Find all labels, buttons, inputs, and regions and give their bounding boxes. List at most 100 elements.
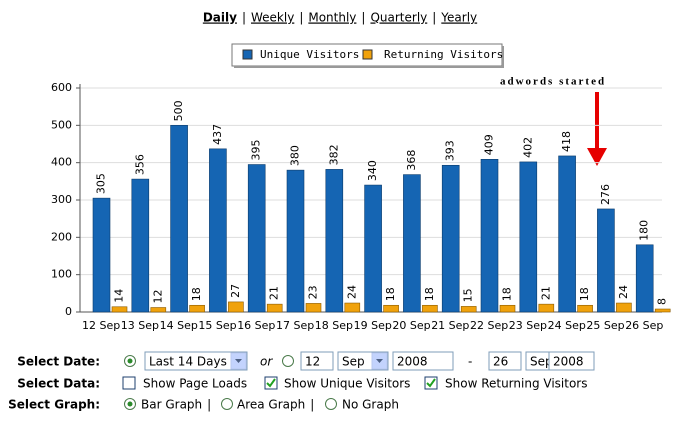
value-label: 368: [405, 150, 418, 171]
x-tick-label: 17 Sep: [276, 319, 314, 332]
bar: [170, 125, 188, 313]
nav-separator: |: [432, 11, 436, 25]
radio-label: No Graph: [342, 398, 399, 412]
nav-link[interactable]: Monthly: [308, 11, 356, 25]
bar: [150, 307, 167, 313]
value-label: 418: [560, 131, 573, 152]
x-tick-label: 26 Sep: [625, 319, 663, 332]
nav-separator: |: [361, 11, 365, 25]
bar: [577, 304, 593, 313]
bar: [305, 303, 322, 313]
value-label: 402: [521, 137, 534, 158]
radio-dot: [127, 358, 133, 364]
radio-dot: [127, 401, 133, 407]
x-tick-label: 25 Sep: [586, 319, 624, 332]
checkbox[interactable]: [122, 376, 136, 390]
text-input[interactable]: [548, 351, 595, 371]
bar: [616, 302, 632, 313]
bar: [286, 169, 305, 313]
bar: [383, 304, 399, 313]
x-tick-label: 15 Sep: [198, 319, 236, 332]
field-value: 2008: [397, 355, 428, 369]
bar: [344, 302, 361, 313]
value-label: 18: [190, 287, 203, 301]
bar: [209, 148, 227, 313]
bar: [519, 161, 538, 313]
bar: [558, 155, 576, 313]
x-tick-label: 13 Sep: [121, 319, 159, 332]
value-label: 356: [133, 154, 146, 175]
bar: [247, 164, 266, 313]
legend-label: Returning Visitors: [384, 48, 503, 61]
bar: [325, 169, 344, 313]
value-label: 437: [211, 124, 224, 145]
bar: [131, 178, 150, 313]
checkbox-label: Show Unique Visitors: [284, 377, 410, 391]
y-tick-label: 400: [51, 156, 72, 169]
value-label: 18: [423, 287, 436, 301]
x-tick-label: 22 Sep: [470, 319, 508, 332]
x-tick-label: 19 Sep: [354, 319, 392, 332]
value-label: 14: [113, 289, 126, 303]
value-label: 393: [444, 140, 457, 161]
bar: [111, 306, 128, 313]
x-tick-label: 18 Sep: [315, 319, 353, 332]
bar: [538, 303, 555, 313]
text-input[interactable]: [488, 351, 522, 371]
bar: [499, 304, 516, 313]
value-label: 382: [327, 144, 340, 165]
value-label: 18: [384, 287, 397, 301]
x-tick-label: 12 Sep: [82, 319, 120, 332]
x-tick-label: 14 Sep: [160, 319, 198, 332]
radio-label: Bar Graph: [141, 398, 202, 412]
bar: [403, 174, 421, 313]
value-label: 21: [268, 286, 281, 300]
dropdown-arrow: [235, 359, 242, 363]
bar: [460, 306, 477, 313]
control-label: Select Date:: [17, 355, 100, 369]
control-label: Select Graph:: [8, 398, 100, 412]
separator: |: [310, 398, 314, 412]
nav-separator: |: [299, 11, 303, 25]
checkbox-label: Show Returning Visitors: [445, 377, 587, 391]
legend-shadow: [234, 66, 504, 68]
legend-shadow: [502, 46, 504, 68]
value-label: 18: [578, 287, 591, 301]
value-label: 180: [638, 220, 651, 241]
value-label: 15: [462, 288, 475, 302]
field-value: 12: [305, 355, 320, 369]
nav-separator: |: [242, 11, 246, 25]
bar: [266, 303, 283, 313]
bar: [441, 164, 460, 313]
radio[interactable]: [221, 398, 233, 410]
nav-link[interactable]: Weekly: [251, 11, 294, 25]
bar: [228, 301, 244, 313]
separator: |: [207, 398, 211, 412]
value-label: 305: [95, 173, 108, 194]
control-label: Select Data:: [17, 377, 100, 391]
text-input[interactable]: [392, 351, 454, 371]
nav-link[interactable]: Quarterly: [370, 11, 427, 25]
radio[interactable]: [325, 398, 337, 410]
radio[interactable]: [282, 355, 294, 367]
nav-link[interactable]: Yearly: [440, 11, 477, 25]
bar: [364, 184, 382, 313]
nav-link[interactable]: Daily: [203, 11, 237, 25]
radio-label: Area Graph: [237, 398, 305, 412]
value-label: 500: [172, 100, 185, 121]
or-text: or: [260, 355, 273, 369]
select[interactable]: [144, 351, 248, 371]
value-label: 380: [289, 145, 302, 166]
x-tick-label: 23 Sep: [509, 319, 547, 332]
value-label: 340: [366, 160, 379, 181]
text-input[interactable]: [300, 351, 334, 371]
value-label: 24: [345, 285, 358, 299]
y-tick-label: 100: [51, 268, 72, 281]
annotation-arrowhead: [587, 148, 607, 166]
field-value: Sep: [530, 355, 553, 369]
bar: [480, 159, 499, 313]
value-label: 395: [250, 140, 263, 161]
field-value: 2008: [553, 355, 584, 369]
value-label: 23: [307, 285, 320, 299]
